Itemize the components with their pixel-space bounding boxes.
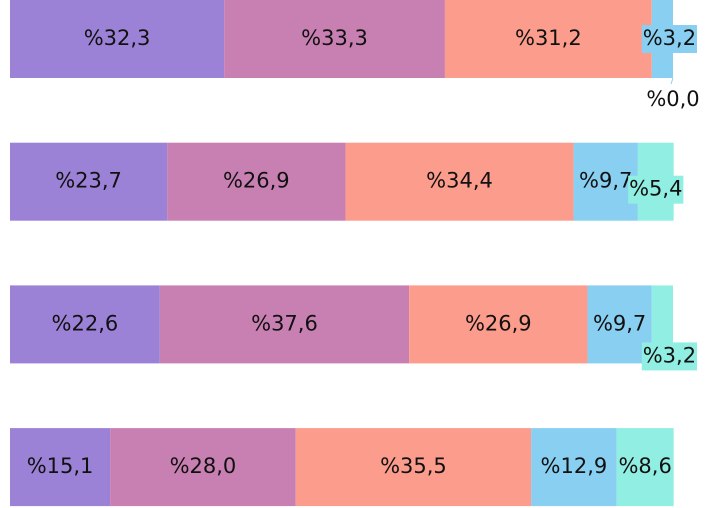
label-background <box>641 342 697 371</box>
value-label: %28,0 <box>170 454 237 478</box>
bar-segment <box>159 285 410 364</box>
bar-segment <box>10 142 168 221</box>
bar-segment <box>224 0 445 78</box>
label-background <box>641 25 697 53</box>
value-label: %5,4 <box>629 177 682 201</box>
value-label: %9,7 <box>579 169 632 193</box>
value-label: %26,9 <box>465 311 532 335</box>
value-label: %26,9 <box>223 169 290 193</box>
bar-segment <box>409 285 588 364</box>
value-label: %0,0 <box>646 87 699 111</box>
value-label: %31,2 <box>515 26 582 50</box>
value-label: %9,7 <box>593 311 646 335</box>
value-label: %32,3 <box>84 26 151 50</box>
value-label: %3,2 <box>643 343 696 367</box>
leader-line <box>670 77 674 85</box>
bar-segment <box>10 285 160 364</box>
bar-segment <box>10 428 111 507</box>
value-label: %3,2 <box>643 26 696 50</box>
value-label: %8,6 <box>618 454 671 478</box>
bar-segment <box>345 142 574 221</box>
value-label: %15,1 <box>27 454 94 478</box>
bar-segment <box>110 428 296 507</box>
value-label: %22,6 <box>52 311 119 335</box>
value-label: %37,6 <box>251 311 318 335</box>
value-label: %23,7 <box>55 169 122 193</box>
bar-segment <box>295 428 532 507</box>
label-background <box>628 175 684 204</box>
value-label: %12,9 <box>541 454 608 478</box>
value-label: %35,5 <box>380 454 447 478</box>
bar-segment <box>587 285 652 364</box>
bar-segment <box>167 142 346 221</box>
bar-segment <box>444 0 652 78</box>
value-label: %34,4 <box>426 169 493 193</box>
bar-segment <box>616 428 674 507</box>
bar-segment <box>531 428 617 507</box>
bar-segment <box>10 0 225 78</box>
bar-segment <box>573 142 638 221</box>
value-label: %33,3 <box>301 26 368 50</box>
